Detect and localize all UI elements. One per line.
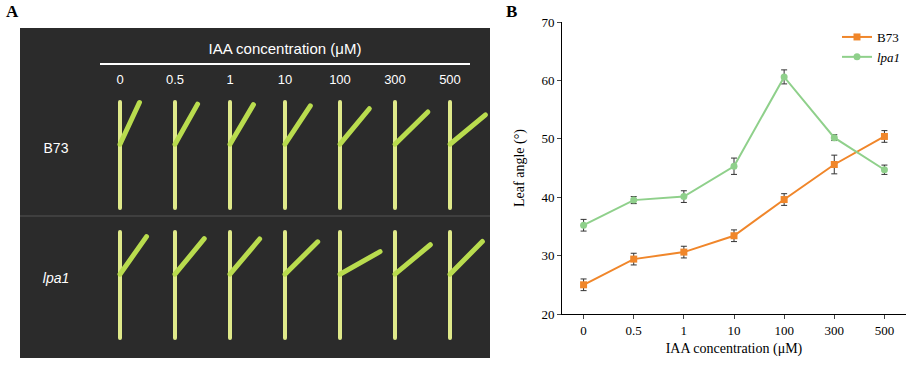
svg-text:500: 500 [439, 72, 461, 87]
svg-text:70: 70 [541, 15, 554, 30]
svg-text:0.5: 0.5 [626, 323, 642, 338]
svg-text:lpa1: lpa1 [877, 50, 900, 65]
svg-text:1: 1 [681, 323, 688, 338]
svg-text:0: 0 [580, 323, 587, 338]
svg-text:100: 100 [774, 323, 794, 338]
svg-text:B73: B73 [877, 30, 899, 45]
svg-text:Leaf angle (°): Leaf angle (°) [512, 129, 528, 207]
svg-text:10: 10 [728, 323, 741, 338]
svg-text:B73: B73 [44, 140, 69, 156]
html-text:A: A [6, 2, 19, 21]
html-text:B: B [506, 2, 518, 21]
svg-text:300: 300 [384, 72, 406, 87]
svg-text:500: 500 [875, 323, 895, 338]
svg-text:20: 20 [541, 307, 554, 322]
svg-text:50: 50 [541, 131, 554, 146]
svg-text:40: 40 [541, 190, 554, 205]
svg-text:0: 0 [116, 72, 123, 87]
svg-text:0.5: 0.5 [166, 72, 184, 87]
svg-text:60: 60 [541, 73, 554, 88]
svg-text:IAA concentration (μM): IAA concentration (μM) [666, 341, 803, 357]
svg-text:lpa1: lpa1 [43, 270, 69, 286]
svg-text:300: 300 [825, 323, 845, 338]
svg-text:IAA concentration (μM): IAA concentration (μM) [209, 40, 362, 57]
svg-text:1: 1 [226, 72, 233, 87]
svg-text:30: 30 [541, 248, 554, 263]
svg-text:10: 10 [278, 72, 292, 87]
svg-text:100: 100 [329, 72, 351, 87]
